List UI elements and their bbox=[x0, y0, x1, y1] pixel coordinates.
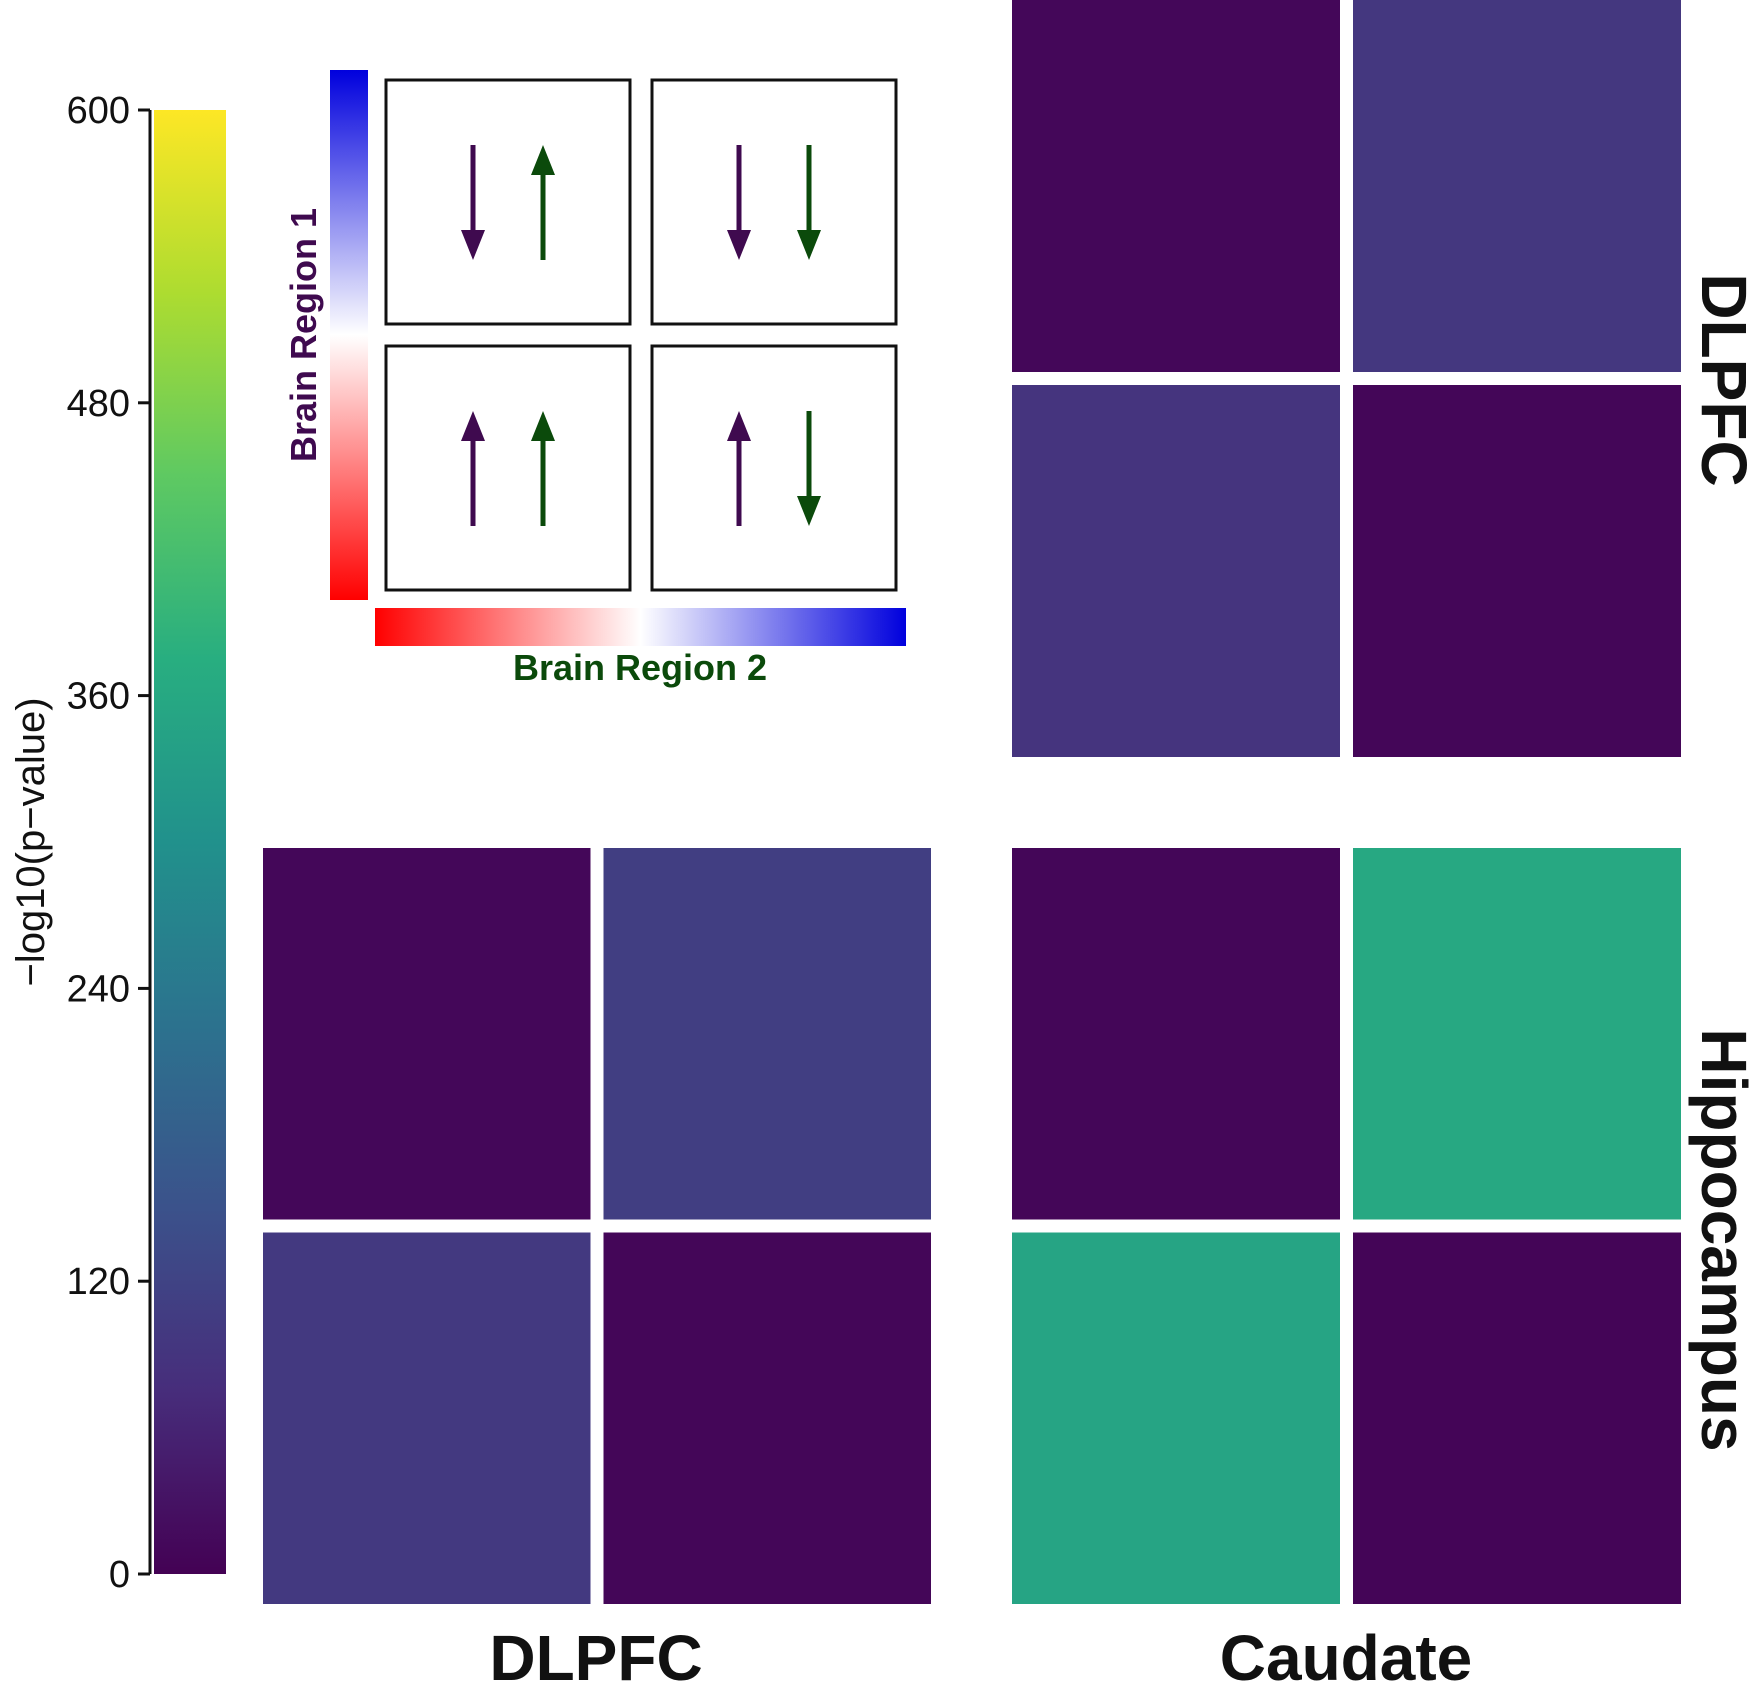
column-label-dlpfc: DLPFC bbox=[489, 1622, 702, 1685]
row-label-hippocampus: Hippocampus bbox=[1688, 1028, 1760, 1451]
legend-x-label: Brain Region 2 bbox=[513, 647, 767, 688]
arrow-up-icon bbox=[727, 411, 751, 526]
colorbar-tick-label: 600 bbox=[67, 90, 130, 132]
legend-horizontal-gradient bbox=[375, 608, 906, 646]
legend-vertical-gradient bbox=[330, 70, 368, 600]
heatmap-panels bbox=[263, 0, 1681, 1604]
legend-cell-bottom-right bbox=[650, 344, 898, 592]
arrow-up-icon bbox=[461, 411, 485, 526]
heatmap-cell-bottom-right bbox=[1353, 1232, 1681, 1604]
colorbar-tick-label: 120 bbox=[67, 1261, 130, 1303]
direction-legend: Brain Region 1 Brain Region 2 bbox=[283, 70, 906, 688]
arrow-down-icon bbox=[797, 411, 821, 526]
heatmap-cell-top-right bbox=[1353, 848, 1681, 1220]
heatmap-cell-bottom-right bbox=[603, 1232, 931, 1604]
heatmap-cell-bottom-left bbox=[1012, 1232, 1340, 1604]
heatmap-cell-top-right bbox=[603, 848, 931, 1220]
heatmap-cell-bottom-left bbox=[1012, 385, 1340, 757]
heatmap-cell-top-left bbox=[263, 848, 591, 1220]
panel-hippocampus-dlpfc bbox=[263, 848, 931, 1604]
legend-y-label: Brain Region 1 bbox=[283, 208, 324, 462]
heatmap-cell-top-left bbox=[1012, 848, 1340, 1220]
legend-cell-top-left bbox=[384, 78, 632, 326]
colorbar-tick-label: 0 bbox=[109, 1554, 130, 1596]
colorbar-tick-label: 360 bbox=[67, 676, 130, 718]
colorbar-title: −log10(p−value) bbox=[9, 697, 53, 986]
legend-cell-bottom-left bbox=[384, 344, 632, 592]
panel-hippocampus-caudate bbox=[1012, 848, 1681, 1604]
arrow-down-icon bbox=[727, 145, 751, 260]
heatmap-cell-bottom-right bbox=[1353, 385, 1681, 757]
colorbar-tick-label: 240 bbox=[67, 968, 130, 1010]
legend-cell-top-right bbox=[650, 78, 898, 326]
arrow-up-icon bbox=[531, 411, 555, 526]
colorbar: 0 120 240 360 480 600 −log10(p−value) bbox=[9, 90, 226, 1596]
arrow-down-icon bbox=[797, 145, 821, 260]
row-label-dlpfc: DLPFC bbox=[1688, 273, 1760, 486]
colorbar-ticks: 0 120 240 360 480 600 bbox=[67, 90, 150, 1596]
colorbar-gradient bbox=[154, 110, 226, 1574]
legend-cells bbox=[384, 78, 898, 592]
heatmap-cell-bottom-left bbox=[263, 1232, 591, 1604]
colorbar-tick-label: 480 bbox=[67, 383, 130, 425]
arrow-up-icon bbox=[531, 145, 555, 260]
column-label-caudate: Caudate bbox=[1220, 1622, 1473, 1685]
heatmap-cell-top-right bbox=[1353, 0, 1681, 372]
panel-dlpfc-caudate bbox=[1012, 0, 1681, 757]
heatmap-cell-top-left bbox=[1012, 0, 1340, 372]
arrow-down-icon bbox=[461, 145, 485, 260]
